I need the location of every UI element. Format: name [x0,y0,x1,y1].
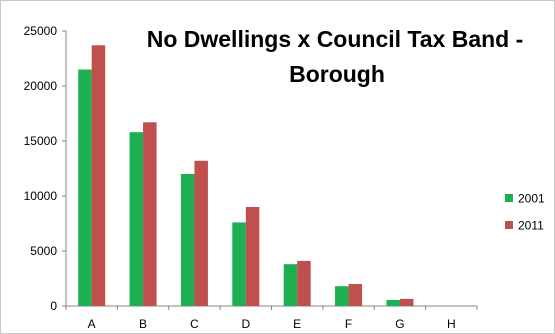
legend-swatch-2001 [505,194,513,202]
y-tick-label: 0 [50,299,57,313]
y-tick-label: 5000 [30,244,57,258]
legend-label-2001: 2001 [518,192,545,206]
x-tick-label: F [345,317,352,331]
x-tick-label: C [190,317,199,331]
x-tick-label: B [139,317,147,331]
bars [78,45,414,307]
y-tick-label: 15000 [24,134,58,148]
x-tick-label: E [293,317,301,331]
legend-label-2011: 2011 [518,219,544,233]
x-tick-label: G [395,317,404,331]
bar-2011-B [143,122,157,306]
y-axis-labels: 0 5000 10000 15000 20000 25000 [24,24,58,313]
bar-2001-F [335,286,349,306]
bar-2001-D [232,222,246,306]
bar-2001-A [78,69,92,306]
chart-title-line-1: No Dwellings x Council Tax Band - [147,26,524,52]
y-tick-label: 25000 [24,24,58,38]
bar-2001-C [180,174,195,306]
bar-2011-F [348,284,363,306]
bar-2001-E [283,264,298,306]
bar-2001-G [386,299,400,306]
x-tick-label: A [88,317,96,331]
bar-2011-D [245,207,260,306]
legend: 2001 2011 [505,192,545,233]
bar-2001-B [129,132,144,306]
y-tick-label: 20000 [24,79,58,93]
bar-2011-G [399,298,414,306]
legend-swatch-2011 [505,221,513,229]
x-axis-labels: A B C D E F G H [88,317,456,331]
y-axis-ticks [62,30,478,310]
bar-2011-A [91,45,106,307]
chart-title-line-2: Borough [289,61,385,87]
y-tick-label: 10000 [24,189,58,203]
x-tick-label: D [241,317,250,331]
bar-2011-E [297,260,311,306]
bar-2011-C [194,160,208,306]
x-tick-label: H [447,317,456,331]
